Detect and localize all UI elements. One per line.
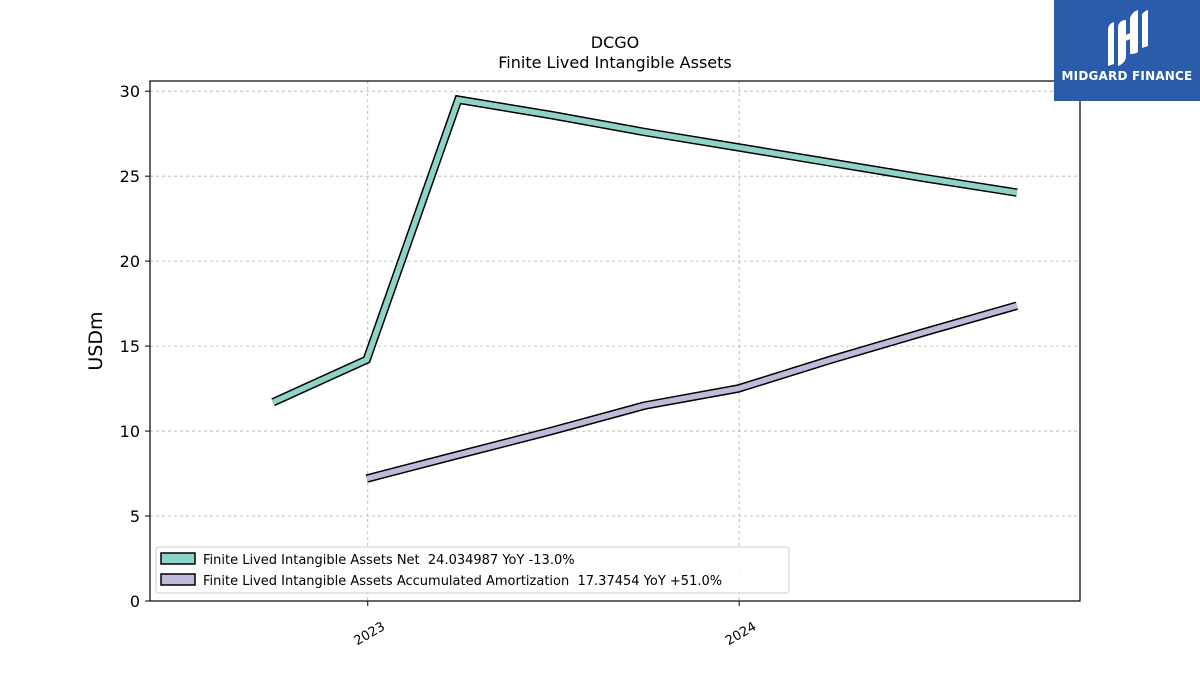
y-tick-label: 10 [120,422,140,441]
series-line-0 [271,96,1018,405]
y-tick-label: 20 [120,252,140,271]
x-tick-label: 2024 [723,619,759,649]
y-tick-label: 25 [120,167,140,186]
grid-lines [150,81,1080,602]
legend-label-amortization: Finite Lived Intangible Assets Accumulat… [203,574,722,589]
y-tick-label: 0 [130,592,140,611]
y-tick-label: 30 [120,82,140,101]
midgard-finance-logo: MIDGARD FINANCE [1054,0,1200,101]
series-outline-0 [271,94,1018,407]
legend-label-net: Finite Lived Intangible Assets Net 24.03… [203,553,575,568]
chart-subtitle: Finite Lived Intangible Assets [498,53,731,72]
chart-title: DCGO [591,33,639,52]
legend: Finite Lived Intangible Assets Net 24.03… [155,546,790,594]
logo-text: MIDGARD FINANCE [1061,69,1193,83]
y-axis-label: USDm [85,311,107,370]
y-tick-label: 15 [120,337,140,356]
x-tick-label: 2023 [352,619,388,649]
series-lines [271,94,1019,483]
legend-swatch-net [160,552,196,565]
legend-swatch-amortization [160,573,196,586]
legend-frame [155,546,790,594]
y-tick-label: 5 [130,507,140,526]
series-line-1 [366,303,1018,482]
midgard-logo-icon [1108,10,1148,66]
plot-frame [149,80,1081,602]
